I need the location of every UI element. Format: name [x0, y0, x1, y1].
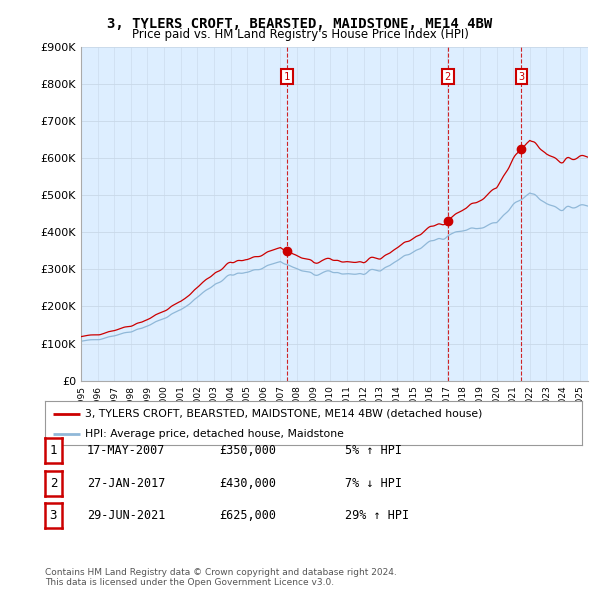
Text: 3: 3 — [50, 509, 57, 522]
Text: HPI: Average price, detached house, Maidstone: HPI: Average price, detached house, Maid… — [85, 430, 344, 440]
Text: 1: 1 — [284, 72, 290, 82]
Text: 17-MAY-2007: 17-MAY-2007 — [87, 444, 166, 457]
Text: Price paid vs. HM Land Registry's House Price Index (HPI): Price paid vs. HM Land Registry's House … — [131, 28, 469, 41]
Text: 29-JUN-2021: 29-JUN-2021 — [87, 509, 166, 522]
Text: 3: 3 — [518, 72, 524, 82]
Text: 1: 1 — [50, 444, 57, 457]
Text: Contains HM Land Registry data © Crown copyright and database right 2024.
This d: Contains HM Land Registry data © Crown c… — [45, 568, 397, 587]
Text: 3, TYLERS CROFT, BEARSTED, MAIDSTONE, ME14 4BW: 3, TYLERS CROFT, BEARSTED, MAIDSTONE, ME… — [107, 17, 493, 31]
Text: 3, TYLERS CROFT, BEARSTED, MAIDSTONE, ME14 4BW (detached house): 3, TYLERS CROFT, BEARSTED, MAIDSTONE, ME… — [85, 409, 482, 418]
Text: £625,000: £625,000 — [219, 509, 276, 522]
Text: 7% ↓ HPI: 7% ↓ HPI — [345, 477, 402, 490]
Text: 5% ↑ HPI: 5% ↑ HPI — [345, 444, 402, 457]
Text: 27-JAN-2017: 27-JAN-2017 — [87, 477, 166, 490]
Text: 29% ↑ HPI: 29% ↑ HPI — [345, 509, 409, 522]
Text: £350,000: £350,000 — [219, 444, 276, 457]
Text: 2: 2 — [50, 477, 57, 490]
Text: £430,000: £430,000 — [219, 477, 276, 490]
Text: 2: 2 — [445, 72, 451, 82]
